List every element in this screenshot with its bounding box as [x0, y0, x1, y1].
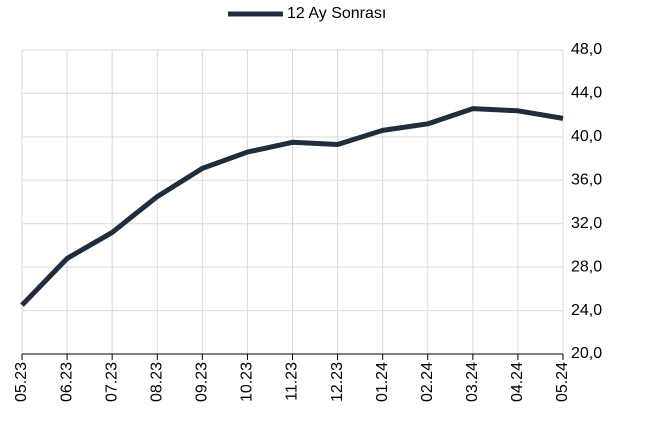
x-tick-label: 01.24 — [374, 362, 391, 402]
y-tick-label: 40,0 — [571, 128, 602, 145]
y-tick-label: 20,0 — [571, 345, 602, 362]
x-tick-label: 06.23 — [58, 362, 75, 402]
x-tick-label: 08.23 — [148, 362, 165, 402]
x-tick-label: 02.24 — [419, 362, 436, 402]
x-tick-label: 05.23 — [13, 362, 30, 402]
x-tick-label: 07.23 — [103, 362, 120, 402]
x-tick-label: 03.24 — [464, 362, 481, 402]
y-tick-label: 48,0 — [571, 41, 602, 58]
y-tick-label: 32,0 — [571, 215, 602, 232]
line — [20, 106, 564, 307]
x-tick-label: 09.23 — [194, 362, 211, 402]
x-tick-label: 12.23 — [329, 362, 346, 402]
y-tick-label: 36,0 — [571, 172, 602, 189]
y-tick-label: 24,0 — [571, 302, 602, 319]
y-tick-label: 28,0 — [571, 258, 602, 275]
y-tick-label: 44,0 — [571, 85, 602, 102]
x-tick-label: 04.24 — [509, 362, 526, 402]
legend-label: 12 Ay Sonrası — [287, 5, 386, 22]
x-tick-label: 05.24 — [554, 362, 571, 402]
x-tick-label: 11.23 — [284, 362, 301, 401]
x-tick-label: 10.23 — [239, 362, 256, 402]
